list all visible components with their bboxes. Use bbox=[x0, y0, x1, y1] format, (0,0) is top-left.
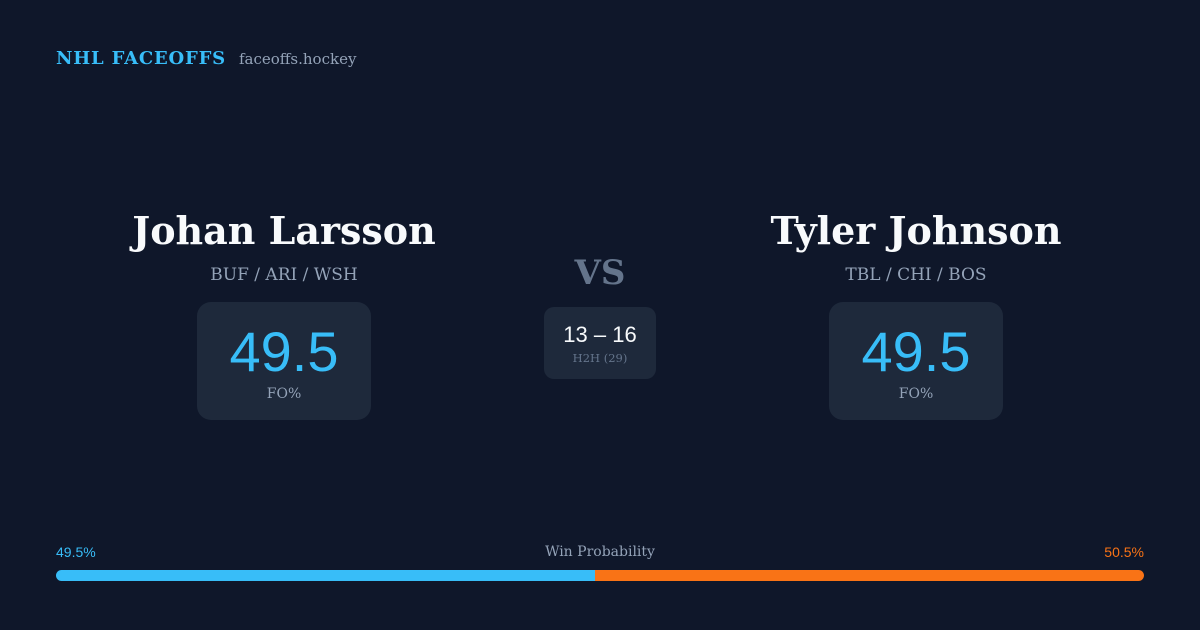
h2h-card: 13 – 16 H2H (29) bbox=[544, 307, 656, 379]
brand-name: NHL FACEOFFS bbox=[56, 48, 226, 69]
win-probability-bar-left bbox=[56, 570, 595, 581]
player-left-fo-card: 49.5 FO% bbox=[197, 302, 371, 420]
win-probability-labels: 49.5% Win Probability 50.5% bbox=[56, 544, 1144, 562]
player-left-fo-label: FO% bbox=[266, 386, 302, 402]
brand-site: faceoffs.hockey bbox=[238, 50, 357, 68]
win-probability-right: 50.5% bbox=[1104, 544, 1144, 560]
player-left: Johan Larsson BUF / ARI / WSH 49.5 FO% bbox=[4, 205, 564, 420]
win-probability: 49.5% Win Probability 50.5% bbox=[56, 544, 1144, 581]
player-left-teams: BUF / ARI / WSH bbox=[210, 265, 358, 285]
win-probability-bar bbox=[56, 570, 1144, 581]
brand-header: NHL FACEOFFS faceoffs.hockey bbox=[56, 48, 356, 69]
player-right-name: Tyler Johnson bbox=[770, 208, 1062, 253]
player-right-fo-label: FO% bbox=[898, 386, 934, 402]
player-right: Tyler Johnson TBL / CHI / BOS 49.5 FO% bbox=[636, 205, 1196, 420]
player-left-name: Johan Larsson bbox=[132, 208, 436, 253]
win-probability-title: Win Probability bbox=[545, 544, 655, 560]
player-left-fo-value: 49.5 bbox=[229, 320, 339, 383]
win-probability-left: 49.5% bbox=[56, 544, 96, 560]
player-right-teams: TBL / CHI / BOS bbox=[845, 265, 987, 285]
win-probability-bar-right bbox=[594, 570, 1144, 581]
player-right-fo-card: 49.5 FO% bbox=[829, 302, 1003, 420]
h2h-score: 13 – 16 bbox=[563, 321, 637, 347]
vs-label: VS bbox=[574, 253, 626, 293]
h2h-label: H2H (29) bbox=[572, 350, 628, 365]
player-right-fo-value: 49.5 bbox=[861, 320, 971, 383]
